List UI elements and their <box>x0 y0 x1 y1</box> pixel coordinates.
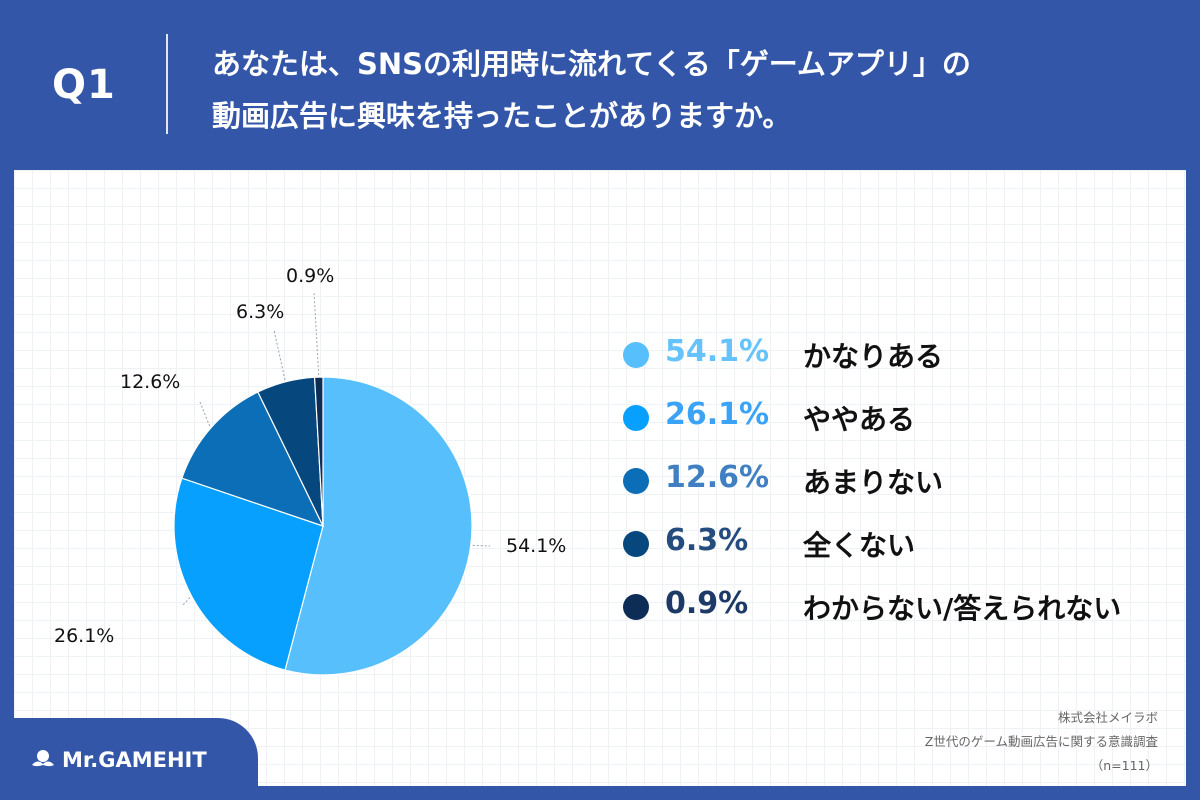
brand-logo: Mr.GAMEHIT <box>30 747 207 773</box>
question-line-1: あなたは、SNSの利用時に流れてくる「ゲームアプリ」の <box>212 47 971 81</box>
data-label-5: 0.9% <box>286 265 334 287</box>
question-number: Q1 <box>52 62 116 108</box>
chart-panel: 54.1% 26.1% 12.6% 6.3% 0.9% 54.1% かなりある 26.1% や… <box>14 170 1186 786</box>
data-label-1: 54.1% <box>506 535 566 557</box>
pie-slice-1 <box>284 376 473 676</box>
pie-chart: 54.1% 26.1% 12.6% 6.3%0.9% <box>54 265 566 676</box>
leader-line-3 <box>199 401 211 427</box>
legend-value-2: 26.1% <box>665 397 770 432</box>
legend-value-4: 6.3% <box>665 523 749 558</box>
pie-slice-3 <box>181 391 325 528</box>
pie-slice-5 <box>313 376 324 527</box>
mustache-icon <box>32 750 54 767</box>
data-label-3: 12.6% <box>120 371 180 393</box>
legend-label-5: わからない/答えられない <box>803 592 1122 625</box>
legend-dot-3 <box>623 468 649 494</box>
legend-dot-1 <box>623 342 649 368</box>
leader-line-1 <box>472 544 491 547</box>
source-sample: （n=111） <box>1090 758 1158 773</box>
source-survey: Z世代のゲーム動画広告に関する意識調査 <box>924 734 1158 749</box>
leader-line-2 <box>181 597 191 607</box>
legend-dot-4 <box>623 531 649 557</box>
source-company: 株式会社メイラボ <box>1057 710 1158 725</box>
legend-label-1: かなりある <box>803 340 944 373</box>
header-divider <box>166 34 168 134</box>
legend-label-2: ややある <box>803 403 916 436</box>
source-note: 株式会社メイラボ Z世代のゲーム動画広告に関する意識調査 （n=111） <box>925 706 1158 778</box>
header: Q1 あなたは、SNSの利用時に流れてくる「ゲームアプリ」の 動画広告に興味を持… <box>0 0 1200 170</box>
question-line-2: 動画広告に興味を持ったことがありますか。 <box>212 99 792 133</box>
data-label-4: 6.3% <box>236 301 284 323</box>
data-label-2: 26.1% <box>54 625 114 647</box>
legend-value-3: 12.6% <box>665 460 770 495</box>
legend-label-3: あまりない <box>803 466 944 499</box>
legend-label-4: 全くない <box>803 529 916 562</box>
pie-slice-2 <box>173 477 324 671</box>
legend-value-1: 54.1% <box>665 334 770 369</box>
legend-dot-5 <box>623 594 649 620</box>
leader-line-5 <box>313 291 320 376</box>
leader-line-4 <box>273 329 286 381</box>
logo-text: Mr.GAMEHIT <box>62 748 207 772</box>
legend-dot-2 <box>623 405 649 431</box>
question-title: あなたは、SNSの利用時に流れてくる「ゲームアプリ」の 動画広告に興味を持ったこ… <box>212 38 1172 142</box>
legend-value-5: 0.9% <box>665 586 749 621</box>
